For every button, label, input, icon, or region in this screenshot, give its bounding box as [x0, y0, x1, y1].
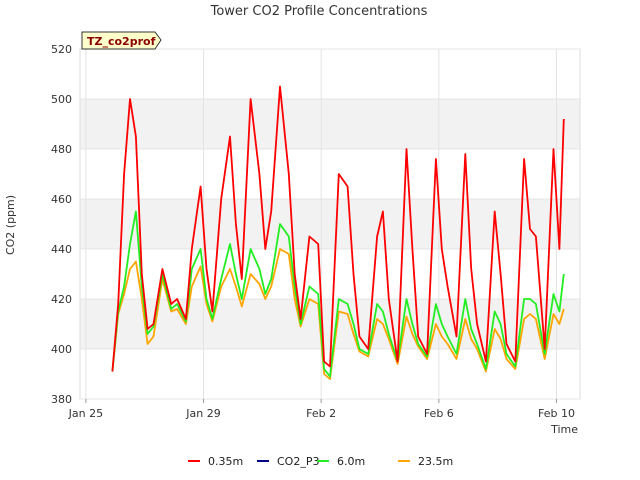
legend-label-6.0m: 6.0m [337, 455, 365, 468]
x-tick-label: Feb 2 [306, 407, 336, 420]
x-tick-label: Jan 29 [185, 407, 220, 420]
x-axis-ticks: Jan 25 Jan 29 Feb 2 Feb 6 Feb 10 [68, 399, 575, 420]
site-tag: TZ_co2prof [81, 31, 162, 50]
x-axis-label: Time [550, 423, 578, 436]
site-tag-box [81, 31, 162, 50]
legend-label-CO2_P3: CO2_P3 [277, 455, 319, 468]
legend: 0.35m CO2_P3 6.0m 23.5m [188, 455, 453, 468]
series-line-0.35m [111, 85, 565, 372]
x-tick-label: Jan 25 [68, 407, 103, 420]
series-line-6.0m [111, 210, 565, 378]
y-tick-label: 520 [51, 43, 72, 56]
legend-label-0.35m: 0.35m [208, 455, 243, 468]
plot-background-bands [80, 49, 580, 399]
plot-band [80, 249, 580, 299]
plot-band [80, 299, 580, 349]
y-axis-label: CO2 (ppm) [4, 195, 17, 255]
legend-label-23.5m: 23.5m [418, 455, 453, 468]
series-layer [111, 85, 565, 380]
y-tick-label: 400 [51, 343, 72, 356]
x-tick-label: Feb 6 [424, 407, 454, 420]
x-tick-label: Feb 10 [538, 407, 575, 420]
y-tick-label: 500 [51, 93, 72, 106]
y-tick-label: 480 [51, 143, 72, 156]
plot-band [80, 49, 580, 99]
y-tick-label: 460 [51, 193, 72, 206]
site-tag-label: TZ_co2prof [87, 35, 156, 48]
plot-band [80, 149, 580, 199]
y-tick-label: 440 [51, 243, 72, 256]
y-tick-label: 380 [51, 393, 72, 406]
y-axis-ticks: 380 400 420 440 460 480 500 520 [51, 43, 72, 406]
chart-title: Tower CO2 Profile Concentrations [210, 4, 428, 19]
plot-band [80, 99, 580, 149]
plot-band [80, 199, 580, 249]
y-tick-label: 420 [51, 293, 72, 306]
gridlines [80, 48, 580, 400]
